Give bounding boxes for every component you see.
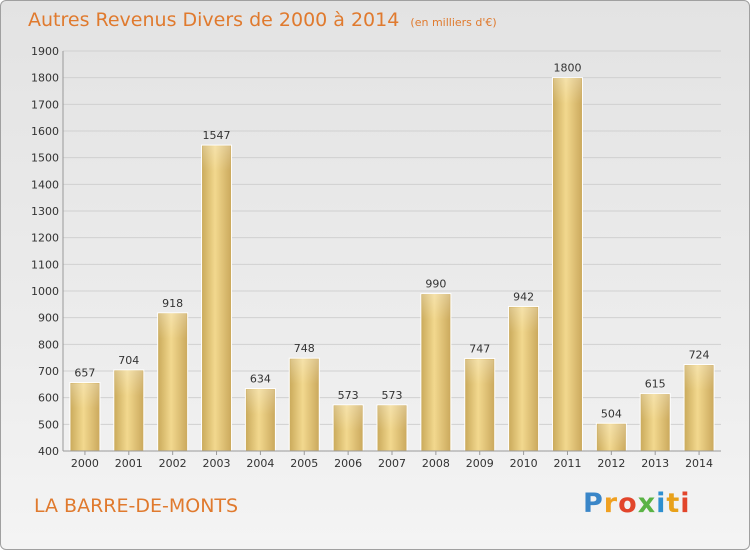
chart-subtitle: (en milliers d'€) [410, 16, 497, 29]
y-tick-label: 1600 [31, 125, 59, 138]
bar-highlight [509, 307, 538, 333]
bar-2003 [201, 144, 233, 452]
y-tick-label: 1900 [31, 45, 59, 58]
y-tick-label: 1800 [31, 72, 59, 85]
x-tick-label: 2014 [685, 457, 713, 470]
proxiti-logo[interactable]: Proxiti [583, 488, 691, 519]
y-tick-label: 1000 [31, 285, 59, 298]
x-tick-label: 2006 [334, 457, 362, 470]
bar-highlight [158, 313, 187, 339]
bar-highlight [246, 389, 275, 415]
y-tick-label: 1400 [31, 178, 59, 191]
x-tick-label: 2003 [203, 457, 231, 470]
data-label: 704 [118, 354, 139, 367]
data-label: 748 [294, 342, 315, 355]
data-label: 918 [162, 297, 183, 310]
data-label: 747 [469, 342, 490, 355]
x-tick-label: 2008 [422, 457, 450, 470]
y-tick-label: 600 [38, 392, 59, 405]
y-tick-label: 400 [38, 445, 59, 458]
bar-highlight [553, 78, 582, 104]
data-label: 1547 [203, 129, 231, 142]
data-label: 657 [74, 366, 95, 379]
bar-highlight [114, 370, 143, 396]
bar-highlight [597, 424, 626, 450]
bar-highlight [70, 383, 99, 409]
x-tick-label: 2005 [290, 457, 318, 470]
x-tick-label: 2004 [246, 457, 274, 470]
y-tick-label: 1300 [31, 205, 59, 218]
bar-highlight [421, 294, 450, 320]
bar-highlight [465, 359, 494, 385]
y-tick-label: 700 [38, 365, 59, 378]
data-label: 615 [645, 378, 666, 391]
x-tick-label: 2011 [553, 457, 581, 470]
bar-highlight [641, 394, 670, 420]
data-label: 504 [601, 407, 622, 420]
data-label: 724 [689, 349, 710, 362]
data-label: 634 [250, 373, 271, 386]
data-label: 1800 [553, 62, 581, 75]
y-tick-label: 1700 [31, 98, 59, 111]
bar-2008 [420, 293, 452, 452]
bar-highlight [202, 146, 231, 172]
x-tick-label: 2007 [378, 457, 406, 470]
bar-2011 [551, 77, 583, 452]
bars-layer [69, 77, 715, 452]
x-tick-label: 2010 [510, 457, 538, 470]
y-tick-label: 800 [38, 338, 59, 351]
data-label: 942 [513, 290, 534, 303]
bar-highlight [290, 359, 319, 385]
x-tick-label: 2000 [71, 457, 99, 470]
x-tick-label: 2013 [641, 457, 669, 470]
x-tick-label: 2001 [115, 457, 143, 470]
bar-highlight [334, 405, 363, 431]
data-label: 573 [338, 389, 359, 402]
y-tick-label: 1200 [31, 232, 59, 245]
axis-layer: 400 500 600 700 800 900 1000 1100 1200 1300 1400 15… [31, 45, 721, 470]
y-tick-label: 1500 [31, 152, 59, 165]
y-tick-label: 500 [38, 418, 59, 431]
chart-title: Autres Revenus Divers de 2000 à 2014 [28, 9, 400, 31]
y-tick-label: 900 [38, 312, 59, 325]
title-row: Autres Revenus Divers de 2000 à 2014 (en… [28, 9, 497, 31]
bar-highlight [685, 365, 714, 391]
place-name: LA BARRE-DE-MONTS [34, 495, 239, 517]
x-tick-label: 2009 [466, 457, 494, 470]
data-label: 573 [382, 389, 403, 402]
bar-highlight [378, 405, 406, 431]
x-tick-label: 2002 [159, 457, 187, 470]
x-tick-label: 2012 [597, 457, 625, 470]
y-tick-label: 1100 [31, 258, 59, 271]
data-label: 990 [425, 278, 446, 291]
